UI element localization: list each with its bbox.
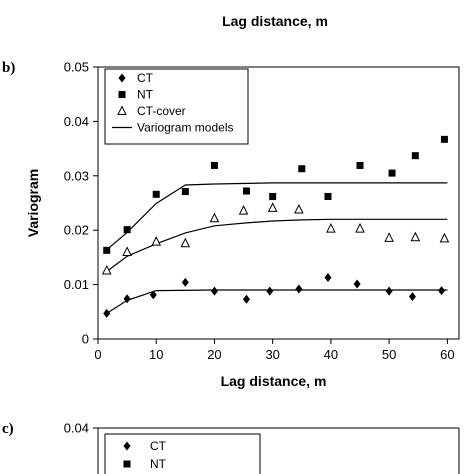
panel-c-chart: c) 0.04 CT NT (2, 421, 460, 474)
ct-point (123, 294, 131, 304)
top-caption: Lag distance, m (222, 13, 328, 29)
x-axis-label: Lag distance, m (221, 373, 327, 389)
ct-cover-point (410, 231, 421, 242)
ct-cover-point (122, 246, 132, 256)
x-tick-label: 50 (382, 347, 396, 362)
legend-marker (117, 105, 127, 115)
panel-label: c) (2, 421, 14, 437)
ct-cover-point (101, 264, 112, 275)
y-axis-label: Variogram (25, 169, 41, 237)
legend-label: CT (150, 439, 167, 453)
legend-label: NT (137, 88, 154, 102)
x-tick-label: 60 (440, 347, 454, 362)
legend-marker (118, 91, 126, 98)
y-tick-label: 0.03 (64, 168, 89, 183)
ct-cover-point (326, 222, 336, 233)
ct-cover-point (267, 202, 278, 212)
ct-point (266, 286, 274, 296)
legend-label: CT (137, 71, 154, 85)
legend-label: Variogram models (137, 121, 233, 135)
nt-point (269, 192, 277, 200)
ct-point (324, 273, 332, 283)
nt-point (210, 161, 218, 169)
ct-cover-point (151, 236, 162, 246)
legend-label: NT (150, 457, 167, 471)
ct-cover-point (294, 203, 304, 214)
y-tick-label: 0.04 (64, 421, 89, 436)
y-tick-label: 0.02 (64, 223, 89, 238)
x-tick-label: 30 (265, 347, 279, 362)
nt-point (298, 165, 306, 173)
ct-cover-point (238, 204, 249, 215)
x-tick-label: 0 (94, 347, 101, 362)
ct-cover-point (209, 212, 220, 223)
ct-cover-point (180, 237, 191, 248)
nt-point (103, 246, 111, 254)
ct-point (385, 286, 393, 296)
variogram-model-line (106, 289, 448, 314)
variogram-model-line (106, 182, 448, 251)
panel-b-chart: b) 0 0.01 0.02 0.03 0.04 0.05 0 10 20 30 40 50 60 Lag … (2, 60, 460, 389)
panel-label: b) (2, 60, 15, 76)
nt-point (242, 187, 250, 195)
nt-point (123, 226, 131, 234)
ct-cover-point (439, 232, 450, 243)
nt-point (152, 190, 160, 198)
nt-point (411, 152, 419, 160)
ct-point (353, 279, 361, 289)
x-tick-label: 40 (324, 347, 338, 362)
y-tick-label: 0.01 (64, 277, 89, 292)
legend-marker (123, 441, 131, 451)
ct-point (408, 292, 416, 302)
ct-point (181, 277, 189, 287)
legend-marker (118, 73, 126, 83)
ct-cover-point (384, 232, 394, 242)
plot-area-frame (97, 66, 460, 340)
y-tick-label: 0 (82, 332, 89, 347)
nt-point (440, 135, 448, 143)
ct-point (295, 284, 303, 294)
x-tick-label: 20 (207, 347, 221, 362)
legend-marker (123, 460, 131, 468)
nt-point (388, 169, 396, 177)
y-tick-label: 0.05 (64, 60, 89, 75)
legend-label: CT-cover (137, 104, 186, 118)
y-tick-label: 0.04 (64, 114, 89, 129)
ct-point (438, 286, 446, 296)
legend-box (104, 68, 249, 145)
nt-point (356, 161, 364, 169)
variogram-model-line (106, 218, 448, 272)
ct-point (210, 286, 218, 296)
nt-point (181, 188, 189, 196)
ct-cover-point (355, 222, 365, 233)
x-tick-label: 10 (149, 347, 163, 362)
legend-box (104, 433, 261, 474)
nt-point (324, 192, 332, 200)
ct-point (103, 308, 111, 318)
ct-point (242, 294, 250, 304)
ct-point (149, 290, 157, 300)
